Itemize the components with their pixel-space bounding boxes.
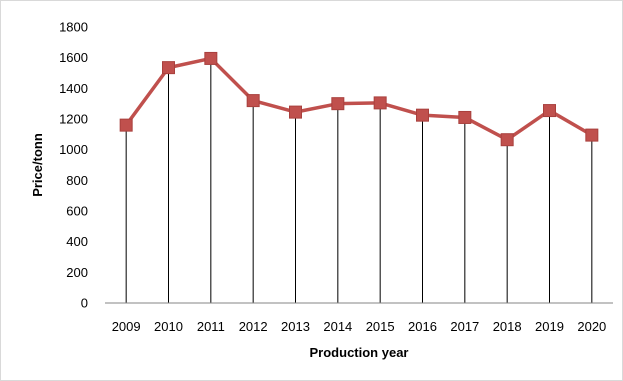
y-tick-label: 1000: [59, 142, 88, 157]
x-tick-label: 2013: [281, 319, 310, 334]
x-tick-label: 2015: [366, 319, 395, 334]
data-point-marker: [543, 104, 556, 118]
data-point-marker: [585, 128, 599, 142]
y-tick-label: 600: [66, 204, 88, 219]
x-tick-label: 2011: [197, 319, 225, 334]
data-point-marker: [416, 108, 429, 122]
x-tick-label: 2020: [577, 319, 606, 334]
series-line-group: [124, 56, 593, 142]
x-tick-label: 2017: [450, 319, 479, 334]
x-tick-label: 2019: [535, 319, 564, 334]
y-tick-label: 800: [66, 173, 88, 188]
x-tick-label: 2016: [408, 319, 437, 334]
data-point-marker: [500, 133, 514, 147]
series-line: [124, 56, 593, 142]
y-axis-title: Price/tonn: [30, 133, 45, 197]
x-tick-label: 2018: [493, 319, 522, 334]
drop-lines: [125, 58, 593, 303]
y-tick-label: 1400: [59, 81, 88, 96]
x-axis-ticks: 2009 2010 2011 2012 2013 2014 2015 2016 2017 2018…: [112, 319, 607, 334]
data-point-marker: [458, 110, 472, 124]
data-point-marker: [119, 118, 133, 132]
x-tick-label: 2009: [112, 319, 141, 334]
series-markers: [119, 51, 599, 147]
y-tick-label: 0: [81, 296, 88, 311]
data-point-marker: [373, 96, 387, 110]
x-axis-title: Production year: [310, 345, 409, 360]
y-tick-label: 400: [66, 234, 88, 249]
y-tick-label: 1200: [59, 112, 88, 127]
data-point-marker: [204, 51, 218, 65]
y-tick-label: 1600: [59, 50, 88, 65]
x-tick-label: 2014: [323, 319, 352, 334]
y-tick-label: 1800: [59, 20, 88, 35]
y-tick-label: 200: [66, 265, 88, 280]
y-axis-ticks: 0 200 400 600 800 1000 1200 1400 1600 1800: [59, 20, 88, 311]
data-point-marker: [331, 97, 345, 111]
data-point-marker: [246, 94, 260, 108]
data-point-marker: [162, 61, 175, 75]
x-tick-label: 2012: [239, 319, 268, 334]
data-point-marker: [289, 105, 302, 119]
x-tick-label: 2010: [154, 319, 183, 334]
